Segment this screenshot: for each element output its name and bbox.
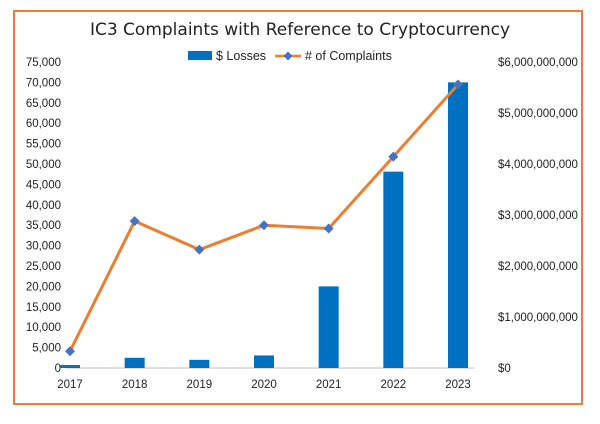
complaints-point (388, 151, 399, 162)
x-axis: 2017 2018 2019 2020 2021 2022 2023 (57, 367, 474, 391)
losses-bar (124, 357, 145, 368)
left-axis-tick-label: 15,000 (26, 302, 61, 314)
left-axis-tick-label: 20,000 (26, 281, 61, 293)
right-axis: $0 $1,000,000,000 $2,000,000,000 $3,000,000… (498, 57, 578, 375)
right-axis-tick-label: $1,000,000,000 (498, 312, 578, 324)
losses-bar (254, 355, 274, 368)
left-axis-tick-label: 70,000 (26, 77, 61, 89)
right-axis-tick-label: $6,000,000,000 (498, 57, 578, 69)
left-axis-tick-label: 65,000 (26, 98, 61, 110)
left-axis-tick-label: 30,000 (26, 241, 61, 253)
losses-bar (189, 359, 210, 368)
right-axis-tick-label: $0 (498, 363, 511, 375)
x-axis-tick-label: 2018 (122, 379, 148, 391)
left-axis-tick-label: 45,000 (26, 179, 61, 191)
complaints-point (453, 79, 463, 90)
left-axis-tick-label: 5,000 (32, 343, 61, 355)
complaints-point (65, 346, 75, 357)
x-axis-tick-label: 2022 (381, 379, 407, 391)
x-axis-tick-label: 2021 (316, 379, 342, 391)
legend: $ Losses # of Complaints (188, 49, 392, 63)
x-axis-tick-label: 2017 (57, 379, 83, 391)
right-axis-tick-label: $5,000,000,000 (498, 108, 578, 120)
losses-bar (383, 171, 404, 368)
left-axis-tick-label: 75,000 (26, 57, 61, 69)
losses-bar (318, 286, 339, 368)
left-axis-tick-label: 35,000 (26, 220, 61, 232)
left-axis-tick-label: 10,000 (26, 322, 61, 334)
left-axis-tick-label: 50,000 (26, 159, 61, 171)
legend-label-complaints: # of Complaints (305, 49, 392, 63)
left-axis-tick-label: 25,000 (26, 261, 61, 273)
left-axis-tick-label: 55,000 (26, 139, 61, 151)
left-axis-tick-label: 60,000 (26, 118, 61, 130)
complaints-point (259, 220, 269, 231)
legend-marker-complaints (283, 51, 293, 61)
complaints-line-series (65, 79, 463, 357)
chart-title: IC3 Complaints with Reference to Cryptoc… (89, 20, 511, 40)
complaints-point (129, 216, 140, 227)
x-axis-tick-label: 2020 (251, 379, 277, 391)
complaints-point (323, 223, 334, 234)
complaints-point (194, 244, 205, 255)
right-axis-tick-label: $2,000,000,000 (498, 261, 578, 273)
legend-label-losses: $ Losses (216, 49, 266, 63)
right-axis-tick-label: $3,000,000,000 (498, 210, 578, 222)
x-axis-tick-label: 2019 (187, 379, 213, 391)
left-axis-tick-label: 40,000 (26, 200, 61, 212)
losses-bar (60, 365, 80, 368)
x-axis-tick-label: 2023 (445, 379, 471, 391)
legend-swatch-losses (188, 51, 212, 60)
right-axis-tick-label: $4,000,000,000 (498, 159, 578, 171)
losses-bar (448, 82, 468, 369)
chart-frame (13, 10, 583, 405)
losses-bars (60, 82, 468, 369)
left-axis: 0 5,000 10,000 15,000 20,000 25,000 30,000 35,0… (26, 57, 61, 375)
left-axis-tick-label: 0 (55, 363, 61, 375)
